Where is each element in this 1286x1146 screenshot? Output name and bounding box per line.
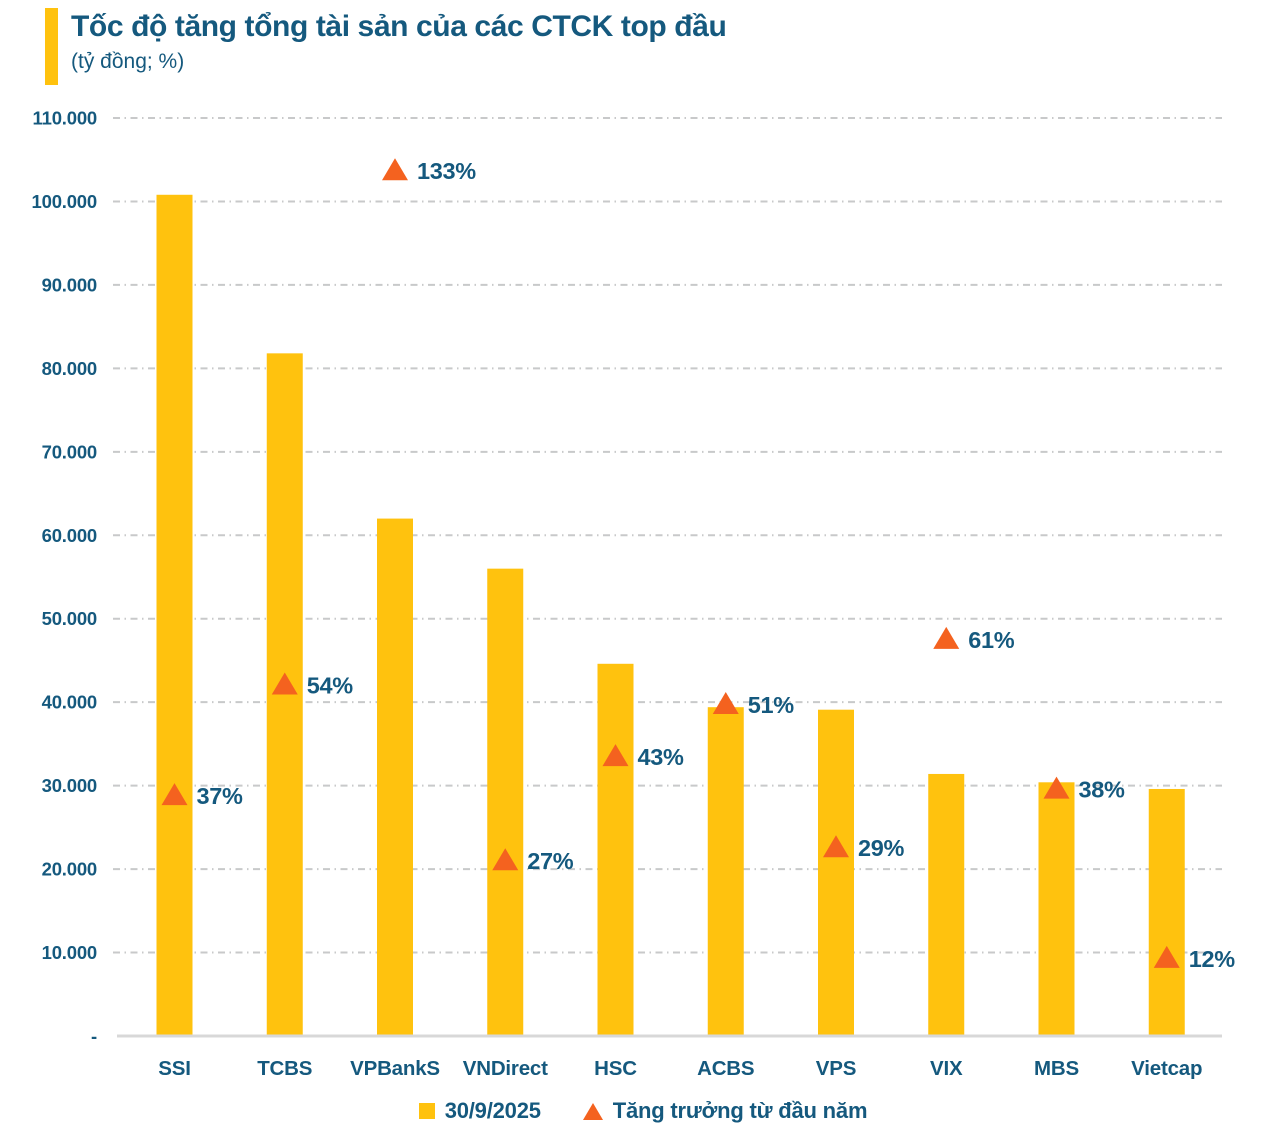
growth-marker-VPS [823,835,849,858]
growth-marker-Vietcap [1153,945,1180,968]
bar-VNDirect [487,568,524,1036]
growth-marker-MBS [1043,776,1070,799]
y-tick-label: 80.000 [42,358,97,379]
bar-VPBankS [377,518,413,1036]
x-label-HSC: HSC [594,1057,637,1080]
growth-label-VNDirect: 27% [527,848,574,874]
x-label-VIX: VIX [930,1057,963,1080]
growth-label-VIX: 61% [968,627,1015,653]
chart-legend: 30/9/2025 Tăng trưởng từ đầu năm [0,1098,1286,1124]
x-label-VNDirect: VNDirect [463,1057,548,1080]
y-tick-label: - [91,1026,97,1047]
growth-marker-VNDirect [492,848,519,871]
y-tick-label: 40.000 [42,692,97,713]
growth-marker-TCBS [271,672,298,695]
growth-marker-ACBS [712,692,739,715]
legend-square-icon [418,1103,435,1119]
growth-marker-HSC [602,744,629,767]
y-tick-label: 50.000 [42,608,97,629]
chart-header: Tốc độ tăng tổng tài sản của các CTCK to… [0,0,1286,100]
growth-label-VPBankS: 133% [417,158,476,184]
growth-marker-VIX [933,626,960,649]
y-tick-label: 20.000 [42,859,97,880]
y-tick-label: 30.000 [42,775,97,796]
legend-item-growth: Tăng trưởng từ đầu năm [582,1098,868,1124]
legend-label-date: 30/9/2025 [444,1098,541,1123]
growth-marker-SSI [161,783,188,806]
legend-triangle-icon [582,1102,603,1120]
legend-label-growth: Tăng trưởng từ đầu năm [612,1098,868,1123]
bar-TCBS [266,353,303,1037]
y-tick-label: 110.000 [33,108,97,129]
y-tick-label: 60.000 [42,525,97,546]
growth-label-MBS: 38% [1079,777,1126,803]
y-tick-label: 100.000 [32,191,97,212]
growth-marker-VPBankS [382,158,408,181]
bar-SSI [156,194,193,1036]
x-label-Vietcap: Vietcap [1131,1057,1202,1080]
x-label-VPS: VPS [816,1057,856,1080]
bar-HSC [597,663,634,1036]
growth-label-TCBS: 54% [307,672,354,698]
growth-label-HSC: 43% [638,744,685,770]
y-tick-label: 10.000 [42,942,97,963]
bar-Vietcap [1148,788,1185,1036]
y-tick-label: 70.000 [42,441,97,462]
growth-label-VPS: 29% [858,835,905,861]
bar-ACBS [707,707,744,1036]
x-label-ACBS: ACBS [697,1057,754,1080]
chart-subtitle: (tỷ đồng; %) [71,50,185,73]
x-label-SSI: SSI [158,1057,190,1080]
y-tick-label: 90.000 [42,274,97,295]
bar-chart-plot: - 10.000 20.000 30.000 40.000 50.000 60.000 70.… [32,108,1236,1081]
title-accent-bar [45,8,58,85]
growth-label-Vietcap: 12% [1189,946,1236,972]
x-label-MBS: MBS [1034,1057,1079,1080]
bar-VIX [928,773,965,1036]
growth-label-ACBS: 51% [748,692,795,718]
legend-item-date: 30/9/2025 [418,1098,541,1124]
bar-VPS [818,709,854,1036]
growth-label-SSI: 37% [197,783,244,809]
chart-title: Tốc độ tăng tổng tài sản của các CTCK to… [71,10,727,43]
x-label-TCBS: TCBS [257,1057,312,1080]
bar-MBS [1038,782,1075,1036]
x-label-VPBankS: VPBankS [350,1057,440,1080]
